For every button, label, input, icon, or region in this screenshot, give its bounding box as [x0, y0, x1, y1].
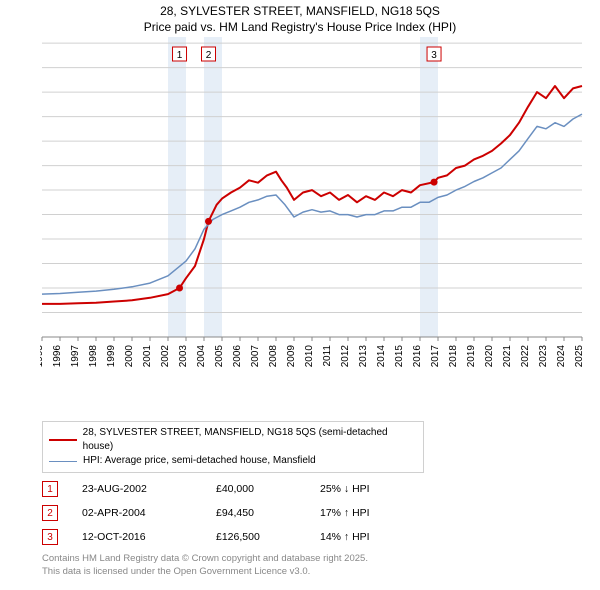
svg-text:2020: 2020	[484, 345, 495, 368]
marker-row: 2 02-APR-2004 £94,450 17% ↑ HPI	[42, 505, 600, 521]
svg-text:2000: 2000	[124, 345, 135, 368]
svg-text:2006: 2006	[232, 345, 243, 368]
svg-text:2018: 2018	[448, 345, 459, 368]
svg-text:3: 3	[431, 50, 437, 61]
title-line2: Price paid vs. HM Land Registry's House …	[144, 20, 456, 34]
marker-date: 02-APR-2004	[82, 507, 192, 519]
svg-text:2007: 2007	[250, 345, 261, 368]
svg-text:2012: 2012	[340, 345, 351, 368]
marker-pct: 14% ↑ HPI	[320, 531, 420, 543]
legend-row: HPI: Average price, semi-detached house,…	[49, 454, 417, 468]
svg-text:2017: 2017	[430, 345, 441, 368]
svg-text:1998: 1998	[88, 345, 99, 368]
svg-text:2003: 2003	[178, 345, 189, 368]
chart-area: £0£20K£40K£60K£80K£100K£120K£140K£160K£1…	[40, 37, 595, 417]
svg-text:2024: 2024	[556, 345, 567, 368]
svg-text:1: 1	[177, 50, 183, 61]
svg-text:2002: 2002	[160, 345, 171, 368]
marker-pct: 25% ↓ HPI	[320, 483, 420, 495]
legend-label: HPI: Average price, semi-detached house,…	[83, 454, 316, 468]
marker-date: 23-AUG-2002	[82, 483, 192, 495]
svg-text:2010: 2010	[304, 345, 315, 368]
svg-text:2025: 2025	[574, 345, 585, 368]
marker-table: 1 23-AUG-2002 £40,000 25% ↓ HPI 2 02-APR-2004…	[42, 481, 600, 545]
legend-label: 28, SYLVESTER STREET, MANSFIELD, NG18 5Q…	[83, 426, 417, 454]
svg-text:1995: 1995	[40, 345, 45, 368]
svg-text:2008: 2008	[268, 345, 279, 368]
footer: Contains HM Land Registry data © Crown c…	[42, 553, 600, 578]
chart-svg: £0£20K£40K£60K£80K£100K£120K£140K£160K£1…	[40, 37, 595, 417]
svg-text:2011: 2011	[322, 345, 333, 367]
marker-row: 1 23-AUG-2002 £40,000 25% ↓ HPI	[42, 481, 600, 497]
marker-price: £126,500	[216, 531, 296, 543]
svg-text:2019: 2019	[466, 345, 477, 368]
legend-swatch	[49, 461, 77, 462]
marker-pct: 17% ↑ HPI	[320, 507, 420, 519]
svg-text:2023: 2023	[538, 345, 549, 368]
svg-text:2015: 2015	[394, 345, 405, 368]
legend: 28, SYLVESTER STREET, MANSFIELD, NG18 5Q…	[42, 421, 424, 473]
svg-text:1996: 1996	[52, 345, 63, 368]
chart-title: 28, SYLVESTER STREET, MANSFIELD, NG18 5Q…	[0, 0, 600, 35]
svg-text:2022: 2022	[520, 345, 531, 368]
svg-text:2013: 2013	[358, 345, 369, 368]
legend-swatch	[49, 439, 77, 441]
svg-text:2004: 2004	[196, 345, 207, 368]
marker-price: £40,000	[216, 483, 296, 495]
marker-price: £94,450	[216, 507, 296, 519]
svg-text:2016: 2016	[412, 345, 423, 368]
svg-text:2009: 2009	[286, 345, 297, 368]
svg-text:2021: 2021	[502, 345, 513, 368]
title-line1: 28, SYLVESTER STREET, MANSFIELD, NG18 5Q…	[160, 4, 440, 18]
svg-text:2001: 2001	[142, 345, 153, 368]
svg-text:2005: 2005	[214, 345, 225, 368]
marker-num: 2	[42, 505, 58, 521]
svg-text:1999: 1999	[106, 345, 117, 368]
svg-text:1997: 1997	[70, 345, 81, 368]
legend-row: 28, SYLVESTER STREET, MANSFIELD, NG18 5Q…	[49, 426, 417, 454]
svg-text:2014: 2014	[376, 345, 387, 368]
footer-line1: Contains HM Land Registry data © Crown c…	[42, 553, 368, 564]
marker-num: 1	[42, 481, 58, 497]
marker-row: 3 12-OCT-2016 £126,500 14% ↑ HPI	[42, 529, 600, 545]
marker-num: 3	[42, 529, 58, 545]
marker-date: 12-OCT-2016	[82, 531, 192, 543]
footer-line2: This data is licensed under the Open Gov…	[42, 566, 310, 577]
svg-text:2: 2	[206, 50, 212, 61]
